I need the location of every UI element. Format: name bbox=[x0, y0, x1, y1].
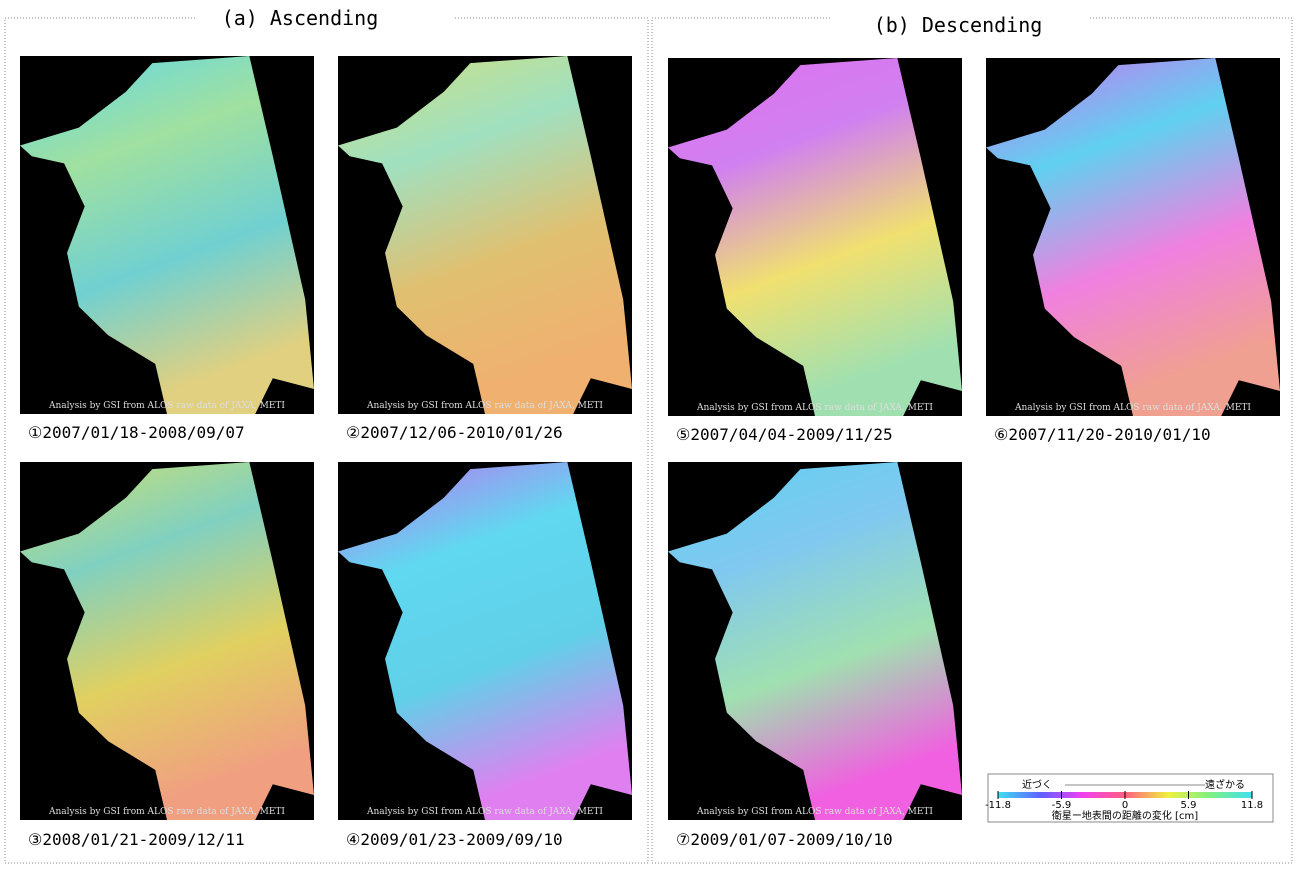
legend-tick-label: 0 bbox=[1122, 800, 1128, 811]
image-credit: Analysis by GSI from ALOS raw data of JA… bbox=[366, 401, 603, 411]
legend-far: 遠ざかる bbox=[1205, 778, 1245, 791]
figure: (a) Ascending (b) Descending Analysis by… bbox=[0, 0, 1297, 868]
image-caption: ⑤2007/04/04-2009/11/25 bbox=[676, 425, 893, 444]
image-caption: ②2007/12/06-2010/01/26 bbox=[346, 423, 563, 442]
image-credit: Analysis by GSI from ALOS raw data of JA… bbox=[696, 807, 933, 817]
panel-title: (a) Ascending bbox=[222, 6, 379, 30]
panel-title: (b) Descending bbox=[874, 13, 1043, 37]
image-caption: ①2007/01/18-2008/09/07 bbox=[28, 423, 245, 442]
page: body { margin: 0; width: 1297px; height:… bbox=[0, 0, 1297, 868]
image-caption: ④2009/01/23-2009/09/10 bbox=[346, 830, 563, 849]
legend-tick-label: 5.9 bbox=[1181, 800, 1197, 811]
legend-near: 近づく bbox=[1022, 778, 1052, 791]
image-credit: Analysis by GSI from ALOS raw data of JA… bbox=[48, 807, 285, 817]
body: {"panels": [ {"title": "(a) Ascending", … bbox=[0, 0, 1297, 868]
image-caption: ③2008/01/21-2009/12/11 bbox=[28, 830, 245, 849]
image-credit: Analysis by GSI from ALOS raw data of JA… bbox=[696, 403, 933, 413]
image-credit: Analysis by GSI from ALOS raw data of JA… bbox=[1014, 403, 1251, 413]
image-credit: Analysis by GSI from ALOS raw data of JA… bbox=[366, 807, 603, 817]
legend-tick-label: 11.8 bbox=[1241, 800, 1263, 811]
image-caption: ⑥2007/11/20-2010/01/10 bbox=[994, 425, 1211, 444]
image-credit: Analysis by GSI from ALOS raw data of JA… bbox=[48, 401, 285, 411]
legend-tick-label: -5.9 bbox=[1052, 800, 1072, 811]
legend-caption: 衛星ー地表間の距離の変化 [cm] bbox=[1052, 809, 1198, 822]
image-caption: ⑦2009/01/07-2009/10/10 bbox=[676, 830, 893, 849]
legend-tick-label: -11.8 bbox=[985, 800, 1011, 811]
